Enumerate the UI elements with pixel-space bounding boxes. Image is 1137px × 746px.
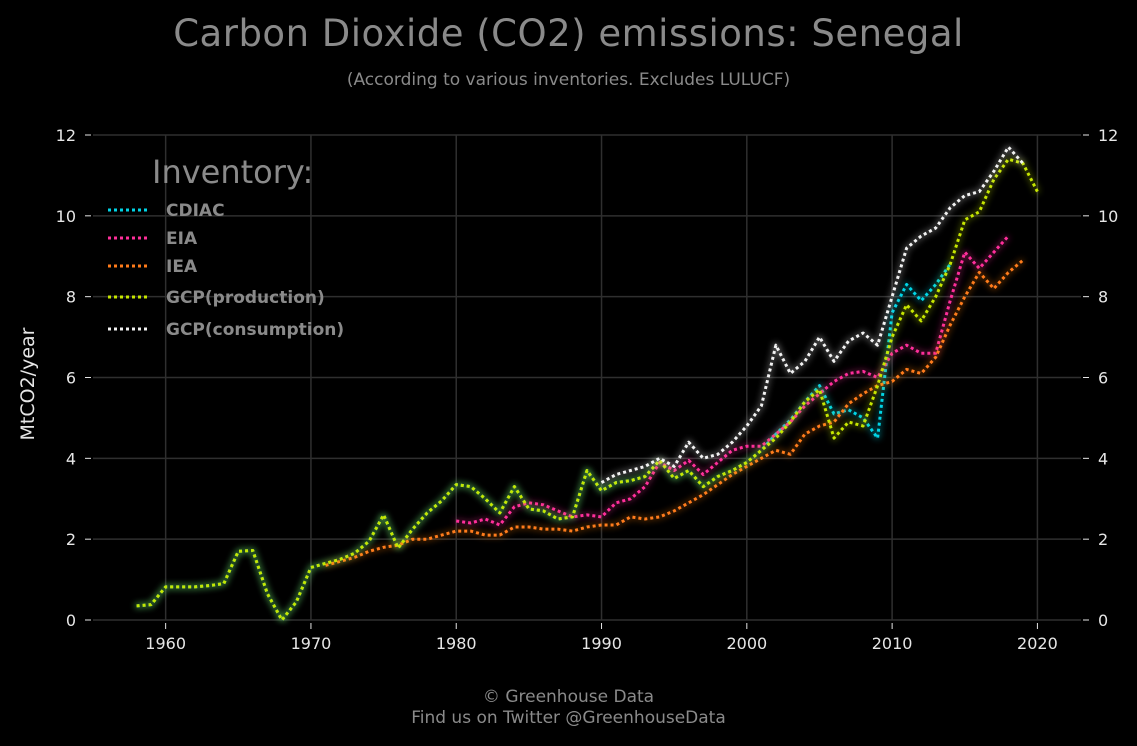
chart-subtitle: (According to various inventories. Exclu… (346, 70, 791, 90)
legend-label: GCP(consumption) (166, 320, 344, 340)
x-tick-label: 2010 (872, 634, 913, 653)
chart-title: Carbon Dioxide (CO2) emissions: Senegal (173, 12, 964, 55)
x-tick-label: 2020 (1017, 634, 1058, 653)
legend-label: IEA (166, 257, 198, 277)
series-line-eia (455, 234, 1010, 527)
y-tick-label-left: 8 (66, 288, 76, 307)
y-tick-label-right: 6 (1098, 369, 1108, 388)
x-tick-label: 2000 (726, 634, 767, 653)
y-tick-label-right: 12 (1098, 126, 1118, 145)
y-tick-label-left: 6 (66, 369, 76, 388)
x-tick-label: 1970 (291, 634, 332, 653)
y-tick-label-left: 12 (56, 126, 76, 145)
y-tick-label-left: 10 (56, 207, 76, 226)
legend: Inventory: CDIAC EIA IEA GCP(production) GCP… (108, 153, 344, 340)
y-tick-label-left: 2 (66, 530, 76, 549)
series-line-iea (325, 259, 1024, 567)
y-tick-label-right: 8 (1098, 288, 1108, 307)
y-axis-label: MtCO2/year (17, 327, 39, 440)
legend-title: Inventory: (152, 153, 313, 191)
series-line-gcp-consumption (600, 145, 1025, 484)
grid-lines (93, 134, 1081, 621)
x-tick-label: 1980 (436, 634, 477, 653)
y-tick-label-right: 10 (1098, 207, 1118, 226)
y-tick-label-right: 0 (1098, 611, 1108, 630)
y-tick-label-right: 2 (1098, 530, 1108, 549)
series-lines (136, 145, 1039, 622)
axes: 0 0 2 2 4 4 6 6 8 8 10 10 12 12 1960 1970 1980 1990 2000 20… (56, 126, 1119, 653)
legend-label: EIA (166, 229, 198, 249)
legend-label: CDIAC (166, 201, 225, 221)
y-tick-label-left: 0 (66, 611, 76, 630)
footer-credit: © Greenhouse Data (482, 687, 655, 707)
series-line-gcp-production (136, 157, 1039, 622)
y-tick-label-right: 4 (1098, 449, 1108, 468)
x-tick-label: 1990 (581, 634, 622, 653)
footer-twitter-handle: Find us on Twitter @GreenhouseData (411, 708, 726, 728)
legend-label: GCP(production) (166, 288, 325, 308)
x-tick-label: 1960 (145, 634, 186, 653)
y-tick-label-left: 4 (66, 449, 76, 468)
